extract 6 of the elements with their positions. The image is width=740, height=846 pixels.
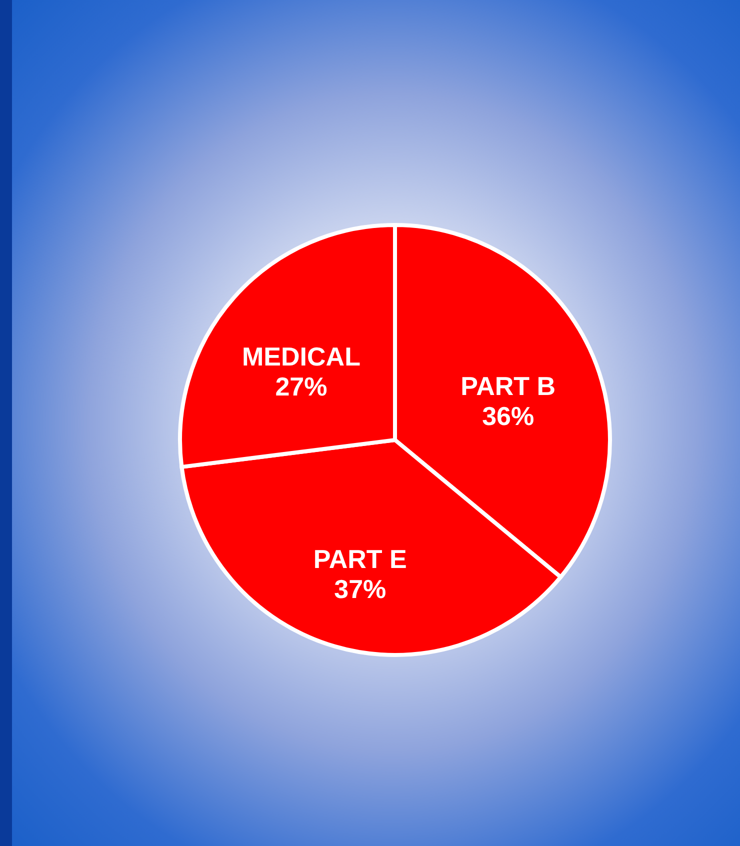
- data-label: 36%: [482, 400, 534, 431]
- data-label: 37%: [334, 574, 386, 604]
- slice-label: PART B: [460, 370, 556, 401]
- data-label: 27%: [275, 371, 328, 402]
- slice-label: MEDICAL: [242, 341, 361, 372]
- slice-label: PART E: [313, 544, 407, 574]
